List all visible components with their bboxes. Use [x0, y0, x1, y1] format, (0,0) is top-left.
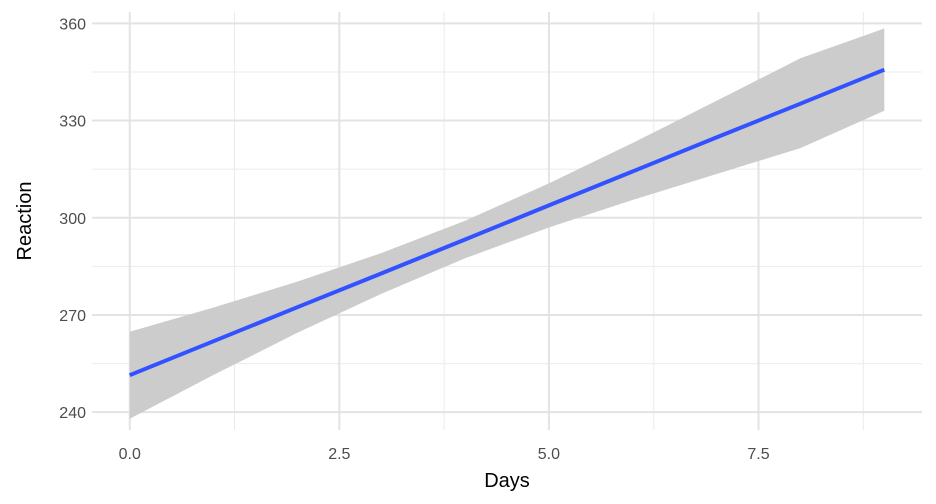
y-tick-label: 330	[59, 114, 86, 131]
x-tick-label: 7.5	[747, 446, 769, 463]
x-axis-title: Days	[484, 470, 530, 492]
x-tick-label: 5.0	[538, 446, 560, 463]
y-axis-title: Reaction	[14, 182, 36, 261]
y-tick-label: 360	[59, 16, 86, 33]
y-tick-label: 300	[59, 211, 86, 228]
y-tick-label: 270	[59, 308, 86, 325]
y-tick-label: 240	[59, 405, 86, 422]
x-tick-label: 2.5	[328, 446, 350, 463]
y-axis-tick-labels: 240 270 300 330 360	[59, 16, 86, 422]
x-tick-label: 0.0	[119, 446, 141, 463]
x-axis-tick-labels: 0.0 2.5 5.0 7.5	[119, 446, 770, 463]
regression-line	[128, 67, 886, 378]
